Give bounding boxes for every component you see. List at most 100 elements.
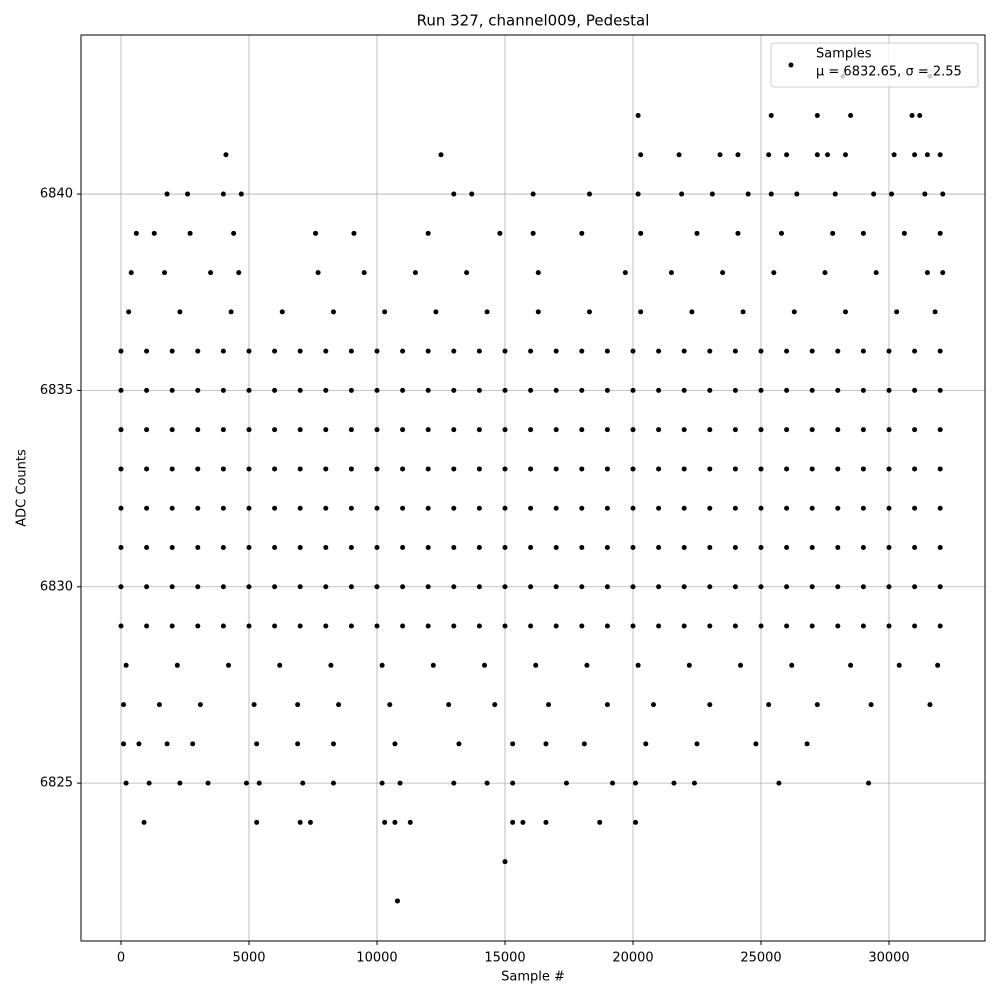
point	[528, 466, 534, 472]
point	[543, 819, 549, 825]
point	[502, 584, 508, 590]
point	[832, 191, 838, 197]
point	[246, 544, 252, 550]
point	[912, 623, 918, 629]
point	[425, 623, 431, 629]
legend-label: Samples	[816, 47, 872, 62]
point	[195, 505, 201, 511]
point	[469, 191, 475, 197]
point	[694, 741, 700, 747]
point	[814, 152, 820, 158]
point	[141, 819, 147, 825]
point	[323, 427, 329, 433]
point	[635, 113, 641, 119]
point	[220, 466, 226, 472]
point	[745, 191, 751, 197]
point	[604, 584, 610, 590]
x-tick-label: 30000	[868, 951, 909, 966]
point	[543, 741, 549, 747]
point	[638, 230, 644, 236]
point	[868, 702, 874, 708]
point	[740, 309, 746, 315]
point	[476, 387, 482, 393]
point	[835, 623, 841, 629]
point	[871, 191, 877, 197]
point	[860, 505, 866, 511]
point	[256, 780, 262, 786]
point	[940, 191, 946, 197]
point	[789, 662, 795, 668]
point	[681, 623, 687, 629]
point	[451, 191, 457, 197]
point	[348, 466, 354, 472]
point	[835, 544, 841, 550]
point	[484, 780, 490, 786]
point	[451, 505, 457, 511]
points	[118, 73, 946, 904]
point	[835, 466, 841, 472]
point	[656, 427, 662, 433]
point	[533, 662, 539, 668]
point	[656, 623, 662, 629]
legend-box	[770, 42, 979, 88]
point	[374, 544, 380, 550]
point	[835, 584, 841, 590]
point	[433, 309, 439, 315]
point	[379, 780, 385, 786]
point	[205, 780, 211, 786]
point	[374, 584, 380, 590]
point	[451, 466, 457, 472]
point	[451, 348, 457, 354]
point	[924, 152, 930, 158]
point	[656, 348, 662, 354]
point	[656, 505, 662, 511]
point	[886, 387, 892, 393]
point	[279, 309, 285, 315]
point	[579, 348, 585, 354]
point	[835, 505, 841, 511]
point	[912, 348, 918, 354]
point	[912, 152, 918, 158]
point	[842, 152, 848, 158]
point	[185, 191, 191, 197]
point	[638, 152, 644, 158]
point	[937, 466, 943, 472]
point	[630, 466, 636, 472]
point	[476, 348, 482, 354]
point	[707, 584, 713, 590]
y-tick-label: 6825	[40, 776, 73, 791]
point	[295, 741, 301, 747]
point	[323, 623, 329, 629]
point	[220, 623, 226, 629]
point	[121, 702, 127, 708]
point	[668, 270, 674, 276]
point	[894, 309, 900, 315]
point	[123, 662, 129, 668]
point	[635, 662, 641, 668]
legend-marker	[788, 62, 794, 68]
point	[297, 584, 303, 590]
point	[144, 387, 150, 393]
point	[484, 309, 490, 315]
point	[535, 270, 541, 276]
point	[935, 662, 941, 668]
point	[195, 623, 201, 629]
point	[425, 544, 431, 550]
chart-title: Run 327, channel009, Pedestal	[417, 12, 650, 30]
point	[707, 466, 713, 472]
plot-frame	[80, 34, 986, 942]
y-tick-label: 6835	[40, 383, 73, 398]
point	[809, 623, 815, 629]
point	[809, 466, 815, 472]
point	[809, 387, 815, 393]
point	[886, 505, 892, 511]
x-tick-label: 25000	[740, 951, 781, 966]
x-axis-label: Sample #	[501, 970, 565, 985]
point	[126, 309, 132, 315]
point	[604, 544, 610, 550]
point	[297, 623, 303, 629]
point	[842, 309, 848, 315]
point	[860, 427, 866, 433]
point	[476, 544, 482, 550]
point	[835, 348, 841, 354]
